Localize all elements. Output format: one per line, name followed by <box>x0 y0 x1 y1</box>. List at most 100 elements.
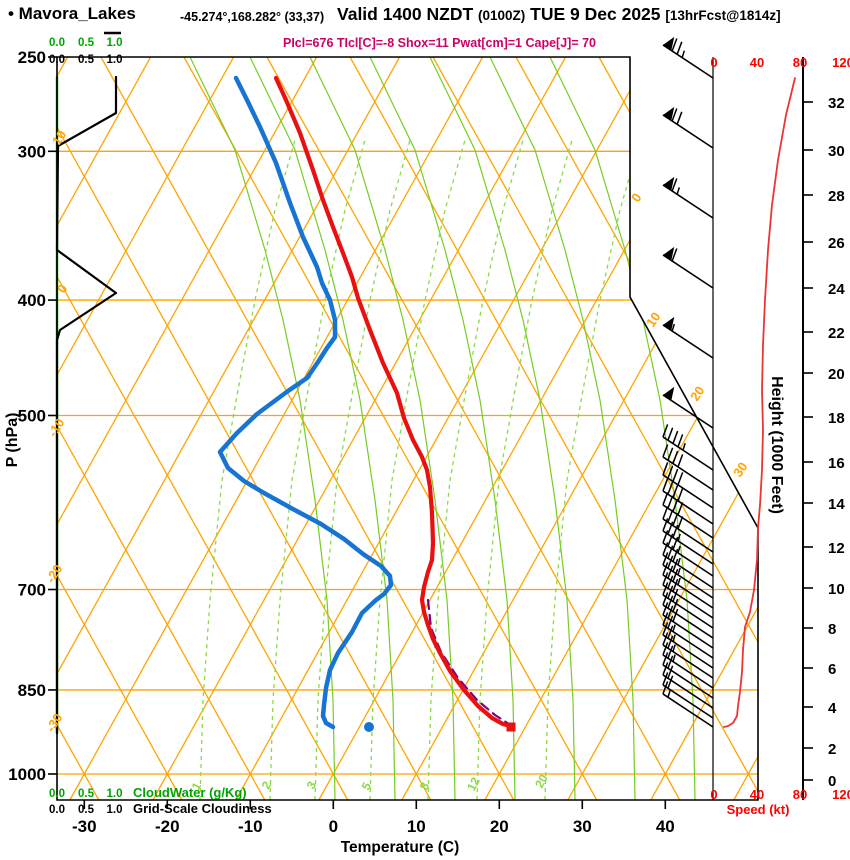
isotherm-line <box>152 57 567 800</box>
temperature-axis-title: Temperature (C) <box>341 839 460 856</box>
barb-pennant <box>662 106 675 121</box>
barb-feather <box>667 605 674 619</box>
isotherm-label: 30 <box>730 459 751 479</box>
barb-feather <box>662 504 714 539</box>
barb-feather <box>672 484 679 498</box>
cloudwater-axis-title: CloudWater (g/Kg) <box>133 785 247 800</box>
barb-feather <box>662 474 714 509</box>
temperature-tick-label: 10 <box>407 817 426 836</box>
surface-temperature-marker <box>506 722 516 732</box>
barb-feather <box>672 430 679 444</box>
pressure-tick-label: 250 <box>18 48 46 67</box>
speed-scale-label: 40 <box>750 787 764 802</box>
pressure-axis-title: P (hPa) <box>4 413 21 468</box>
isotherm-line <box>567 57 758 800</box>
barb-feather <box>667 635 674 649</box>
barb-feather <box>662 662 669 676</box>
height-tick-label: 26 <box>828 235 845 252</box>
barb-feather <box>662 530 669 544</box>
dewpoint-curve <box>217 75 394 730</box>
barb-feather <box>662 592 669 606</box>
valid-utc: (0100Z) <box>478 8 526 23</box>
isotherm-line <box>650 57 758 800</box>
barb-feather <box>662 518 669 532</box>
cloudiness-axis-title: Grid-Scale Cloudiness <box>133 801 272 816</box>
temperature-tick-label: -10 <box>238 817 263 836</box>
moist-adiabat-line <box>369 57 516 800</box>
barb-feather <box>672 498 679 512</box>
barb-feather <box>667 655 674 669</box>
mixing-ratio-label: 3 <box>304 779 320 792</box>
barb-feather <box>662 622 669 636</box>
temperature-tick-label: -20 <box>155 817 180 836</box>
cloudiness-scale-label: 0.0 <box>49 804 65 816</box>
barb-feather <box>662 424 669 438</box>
valid-date: TUE 9 Dec 2025 <box>525 4 666 24</box>
isotherm-line <box>235 57 650 800</box>
wind-barb <box>662 386 714 429</box>
height-tick-label: 20 <box>828 366 845 383</box>
wind-barb <box>662 478 714 525</box>
barb-feather <box>677 454 684 468</box>
barb-feather <box>677 545 681 554</box>
height-tick-label: 32 <box>828 95 845 112</box>
barb-feather <box>667 555 674 569</box>
dry-adiabat-line <box>266 57 681 800</box>
dry-adiabat-label: -30 <box>43 711 66 735</box>
barb-feather <box>667 665 674 679</box>
cloudiness-scale-label: 1.0 <box>107 54 123 66</box>
barb-feather <box>681 50 686 58</box>
barb-feather <box>667 585 674 599</box>
barb-feather <box>672 598 679 612</box>
isotherm-line <box>57 57 152 800</box>
surface-dewpoint-marker <box>364 722 374 732</box>
barb-feather <box>672 624 676 632</box>
barb-feather <box>667 565 674 579</box>
barb-feather <box>662 612 669 626</box>
barb-feather <box>676 187 681 195</box>
barb-feather <box>662 114 714 149</box>
cloudiness-scale-label: 0.5 <box>78 804 95 816</box>
pressure-tick-label: 1000 <box>8 765 46 784</box>
barb-feather <box>671 38 678 52</box>
barb-feather <box>672 654 676 662</box>
barb-feather <box>662 490 714 525</box>
barb-feather <box>667 545 674 559</box>
barb-feather <box>662 394 714 429</box>
barb-feather <box>662 572 669 586</box>
dry-adiabat-label: 10 <box>49 128 69 148</box>
barb-feather <box>667 625 674 639</box>
moist-adiabat-line <box>489 57 636 800</box>
isotherm-line <box>733 57 758 800</box>
height-tick-label: 6 <box>828 661 836 678</box>
barb-feather <box>662 324 714 359</box>
wind-barb <box>662 462 714 509</box>
barb-pennant <box>662 36 675 51</box>
barb-feather <box>667 675 674 689</box>
isotherm-line <box>484 57 758 800</box>
dry-adiabat-line <box>57 57 432 800</box>
barb-feather <box>672 548 679 562</box>
stability-indices: PIcl=676 TIcl[C]=-8 Shox=11 Pwat[cm]=1 C… <box>283 36 596 50</box>
barb-feather <box>662 642 669 656</box>
height-tick-label: 4 <box>828 700 837 717</box>
barb-feather <box>672 524 679 538</box>
dry-adiabat-line <box>57 57 349 800</box>
cloudwater-scale-label: 0.5 <box>78 37 95 49</box>
dry-adiabat-line <box>57 57 266 800</box>
barb-feather <box>667 533 674 547</box>
temperature-curve <box>273 75 513 729</box>
speed-scale-label: 80 <box>793 787 807 802</box>
height-tick-label: 24 <box>828 281 845 298</box>
barb-feather <box>677 502 684 516</box>
cloudiness-scale-label: 0.0 <box>49 54 65 66</box>
pressure-tick-label: 500 <box>18 406 46 425</box>
barb-feather <box>662 582 669 596</box>
barb-feather <box>662 681 669 695</box>
barb-feather <box>667 595 674 609</box>
mixing-ratio-label: 12 <box>464 775 483 794</box>
wind-barb <box>662 246 714 289</box>
wind-barb <box>662 316 714 359</box>
barb-feather <box>662 693 714 728</box>
isotherm-label: 10 <box>643 309 664 329</box>
